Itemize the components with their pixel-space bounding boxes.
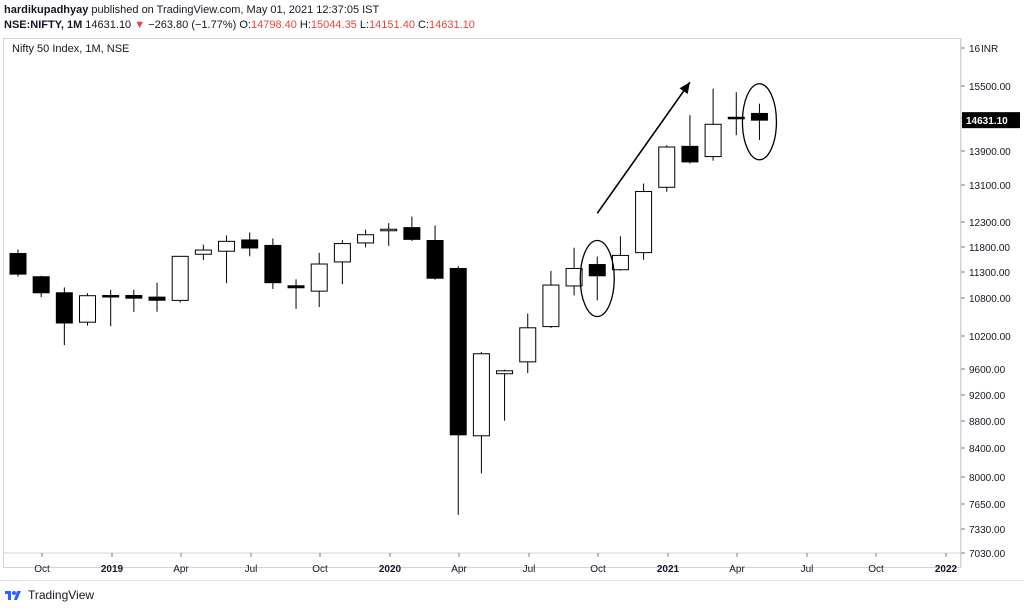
y-tick-label: 11300.00 xyxy=(969,268,1010,279)
y-tick-label: 7330.00 xyxy=(969,525,1006,536)
candle-body xyxy=(472,353,490,437)
candle-body xyxy=(750,112,768,121)
y-tick-label: 10800.00 xyxy=(969,294,1011,305)
open-label: O: xyxy=(239,19,251,31)
candle-body xyxy=(148,296,166,301)
candle-body xyxy=(102,294,120,298)
x-tick-label: Apr xyxy=(729,564,745,575)
candle-body xyxy=(449,267,467,436)
y-tick-label: 8800.00 xyxy=(969,417,1006,428)
symbol-label: NSE:NIFTY, 1M xyxy=(4,19,83,31)
candle-body xyxy=(727,116,745,120)
x-tick-label: 2020 xyxy=(379,564,402,575)
candle-body xyxy=(658,146,676,188)
footer: TradingView xyxy=(4,587,94,603)
y-tick-label: 8000.00 xyxy=(969,473,1006,484)
candle-body xyxy=(588,264,606,277)
chart-header: hardikupadhyay published on TradingView.… xyxy=(4,3,475,33)
candle-body xyxy=(426,240,444,279)
y-tick-label: 7030.00 xyxy=(969,549,1006,560)
x-tick-label: Oct xyxy=(868,564,884,575)
change-down-icon: ▼ xyxy=(134,19,146,31)
footer-brand[interactable]: TradingView xyxy=(28,588,95,602)
candle-body xyxy=(241,239,259,249)
candle-body xyxy=(32,276,50,294)
last-price-label: 14631.10 xyxy=(966,116,1008,127)
y-tick-label: 15500.00 xyxy=(969,82,1011,93)
candlestick-chart[interactable]: 1615500.0014700.0013900.0013100.0012300.… xyxy=(0,0,1024,580)
ohlc-line: NSE:NIFTY, 1M 14631.10 ▼ −263.80 (−1.77%… xyxy=(4,18,475,33)
low-value: 14151.40 xyxy=(369,19,415,31)
y-tick-label: 8400.00 xyxy=(969,444,1006,455)
candle-body xyxy=(125,294,143,299)
trend-arrow-head xyxy=(679,82,690,95)
y-tick-label: 13100.00 xyxy=(969,181,1011,192)
x-tick-label: 2022 xyxy=(935,564,958,575)
candle-body xyxy=(171,255,189,301)
candle-body xyxy=(704,123,722,158)
footer-divider xyxy=(0,580,1024,581)
candle-body xyxy=(55,292,73,324)
candle-body xyxy=(519,327,537,363)
x-tick-label: Jul xyxy=(523,564,536,575)
x-tick-label: Jul xyxy=(245,564,258,575)
trend-arrow-line xyxy=(596,81,691,214)
candle-body xyxy=(264,244,282,284)
x-tick-label: 2021 xyxy=(657,564,680,575)
open-value: 14798.40 xyxy=(250,19,297,31)
x-tick-label: Jul xyxy=(801,564,814,575)
y-tick-label: 11800.00 xyxy=(969,243,1010,254)
currency-label: INR xyxy=(981,44,998,55)
last-price-tag xyxy=(962,112,1020,129)
candle-body xyxy=(403,227,421,240)
candle-body xyxy=(194,249,212,255)
close-value: 14631.10 xyxy=(429,19,475,31)
highlight-ellipse xyxy=(741,83,778,161)
y-tick-label: 9200.00 xyxy=(969,391,1006,402)
high-label: H: xyxy=(299,19,311,31)
x-tick-label: Oct xyxy=(590,564,606,575)
close-label: C: xyxy=(418,19,430,31)
chart-title: Nifty 50 Index, 1M, NSE xyxy=(12,43,130,55)
candle-body xyxy=(310,263,328,292)
candle-body xyxy=(357,234,375,244)
candle-body xyxy=(565,267,583,287)
candle-body xyxy=(218,240,236,252)
last-price: 14631.10 xyxy=(85,19,132,31)
x-tick-label: Oct xyxy=(312,564,328,575)
candle-body xyxy=(542,284,560,328)
y-tick-label: 12300.00 xyxy=(969,218,1011,229)
low-label: L: xyxy=(359,19,370,31)
publisher-name[interactable]: hardikupadhyay xyxy=(4,4,89,16)
publish-line: hardikupadhyay published on TradingView.… xyxy=(4,3,475,18)
y-tick-label: 13900.00 xyxy=(969,147,1011,158)
x-tick-label: Apr xyxy=(451,564,467,575)
highlight-ellipse xyxy=(579,239,615,318)
x-tick-label: Oct xyxy=(34,564,50,575)
candle-body xyxy=(79,295,97,323)
candle-body xyxy=(635,191,653,254)
price-change: −263.80 (−1.77%) xyxy=(148,19,237,31)
tradingview-logo-icon[interactable] xyxy=(4,588,24,602)
candle-body xyxy=(380,228,398,232)
candle-body xyxy=(9,252,27,275)
x-tick-label: Apr xyxy=(173,564,189,575)
y-tick-label: 10200.00 xyxy=(969,332,1011,343)
x-tick-label: 2019 xyxy=(101,564,124,575)
candle-body xyxy=(681,145,699,163)
candle-body xyxy=(287,285,305,289)
high-value: 15044.35 xyxy=(310,19,357,31)
candle-body xyxy=(496,370,514,375)
candle-body xyxy=(333,243,351,263)
candle-body xyxy=(611,254,629,271)
y-tick-label: 9600.00 xyxy=(969,365,1006,376)
publish-info: published on TradingView.com, May 01, 20… xyxy=(88,4,380,16)
y-tick-label: 7650.00 xyxy=(969,500,1006,511)
y-tick-label: 16 xyxy=(969,44,981,55)
